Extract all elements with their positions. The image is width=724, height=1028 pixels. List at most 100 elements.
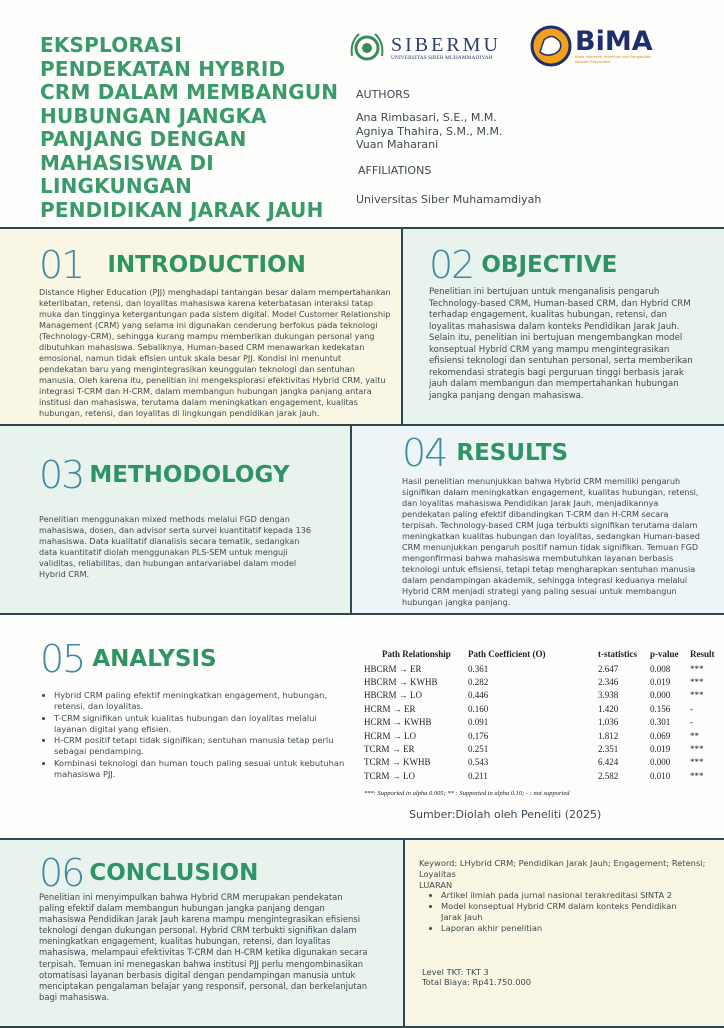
table-row: TCRM → LO 0.211 2.582 0.010 *** [360,769,719,782]
author-name: Vuan Maharani [356,138,439,151]
table-row: HCRM → KWHB 0.091 1.036 0.301 - [360,716,719,729]
table-cell: 0.156 [650,703,671,714]
table-cell: HCRM → ER [364,703,416,714]
table-row: TCRM → ER 0.251 2.351 0.019 *** [360,742,719,755]
table-cell: ** [690,730,699,741]
analysis-bullet: H-CRM positif tetapi tidak signifikan; s… [54,735,350,758]
bima-wordmark: BiMA [575,25,653,57]
section-number: 05 [40,637,86,681]
section-number: 06 [39,851,85,895]
table-cell: 2.647 [598,663,619,674]
table-cell: 1.036 [598,717,619,728]
analysis-bullets: Hybrid CRM paling efektif meningkatkan e… [40,690,350,780]
table-cell: 0.019 [650,744,671,755]
section-title: INTRODUCTION [107,252,306,278]
table-cell: *** [690,677,704,688]
analysis-bullet: Hybrid CRM paling efektif meningkatkan e… [54,690,350,713]
table-cell: TCRM → ER [364,744,415,755]
table-cell: *** [690,770,704,781]
luaran-label: LUARAN [419,879,453,890]
analysis-bullet: T-CRM signifikan untuk kualitas hubungan… [54,713,350,736]
luaran-item: Artikel ilmiah pada jurnal nasional tera… [441,890,689,901]
table-row: HBCRM → ER 0.361 2.647 0.008 *** [360,662,719,675]
table-cell: *** [690,757,704,768]
sibermu-wordmark: SIBERMU [391,34,501,56]
table-cell: 0.211 [468,770,488,781]
affiliations-label: AFFILIATIONS [358,164,432,177]
table-cell: 0.446 [468,690,489,701]
bima-emblem-icon [530,25,572,67]
table-cell: HBCRM → LO [364,690,423,701]
column-header: Path Relationship [382,649,451,659]
results-text: Hasil penelitian menunjukkan bahwa Hybri… [402,476,700,607]
table-row: HBCRM → LO 0.446 3.938 0.000 *** [360,689,719,702]
table-cell: *** [690,690,704,701]
sibermu-logo: SIBERMU UNIVERSITAS SIBER MUHAMMADIYAH [347,28,501,68]
analysis-bullet: Kombinasi teknologi dan human touch pali… [54,758,350,781]
bima-subtitle: Basis Informasi Penelitian dan Pengabdia… [575,54,652,64]
section-title: CONCLUSION [89,860,259,886]
bima-logo: BiMA Basis Informasi Penelitian dan Peng… [530,24,665,68]
table-cell: 0.010 [650,770,671,781]
table-cell: 0.301 [650,717,671,728]
table-cell: 1.420 [598,703,619,714]
muhammadiyah-emblem-icon [350,33,384,61]
keywords: Keyword: LHybrid CRM; Pendidikan Jarak J… [419,858,706,879]
table-header-row: Path Relationship Path Coefficient (O) t… [360,649,719,662]
section-number: 02 [429,243,475,287]
table-cell: - [690,703,693,714]
table-cell: TCRM → KWHB [364,757,431,768]
path-coefficient-table: Path Relationship Path Coefficient (O) t… [360,649,719,783]
authors-label: AUTHORS [356,88,410,101]
table-cell: - [690,717,693,728]
table-cell: 0.251 [468,744,489,755]
table-cell: 0.069 [650,730,671,741]
sibermu-subtitle: UNIVERSITAS SIBER MUHAMMADIYAH [391,55,493,61]
table-cell: 0.000 [650,757,671,768]
luaran-item: Model konseptual Hybrid CRM dalam kontek… [441,901,689,923]
results-section: 04 RESULTS Hasil penelitian menunjukkan b… [350,424,724,615]
section-title: METHODOLOGY [89,462,290,488]
table-row: TCRM → KWHB 0.543 6.424 0.000 *** [360,756,719,769]
table-cell: 0.008 [650,663,671,674]
methodology-section: 03 METHODOLOGY Penelitian menggunakan mix… [0,424,353,615]
section-number: 04 [402,431,448,475]
table-cell: 0.282 [468,677,489,688]
table-source: Sumber:Diolah oleh Peneliti (2025) [409,808,602,821]
introduction-section: 01 INTRODUCTION Distance Higher Education… [0,227,404,427]
author-name: Agniya Thahira, S.M., M.M. [356,124,503,138]
table-cell: HCRM → LO [364,730,417,741]
table-cell: 1.812 [598,730,619,741]
table-note: ***: Supported in alpha 0.005; ** : Supp… [364,789,570,797]
table-cell: *** [690,744,704,755]
conclusion-text: Penelitian ini menyimpulkan bahwa Hybrid… [39,892,368,1002]
objective-section: 02 OBJECTIVE Penelitian ini bertujuan unt… [401,227,724,427]
section-number: 03 [39,453,85,497]
table-cell: 0.543 [468,757,489,768]
luaran-list: Artikel ilmiah pada jurnal nasional tera… [419,890,689,933]
table-cell: 0.176 [468,730,489,741]
luaran-item: Laporan akhir penelitian [441,923,689,934]
author-name: Ana Rimbasari, S.E., M.M. [356,111,497,124]
conclusion-section: 06 CONCLUSION Penelitian ini menyimpulkan… [0,838,406,1028]
table-row: HCRM → LO 0.176 1.812 0.069 ** [360,729,719,742]
table-cell: 2.351 [598,744,619,755]
table-cell: 0.091 [468,717,489,728]
poster-title: EKSPLORASI PENDEKATAN HYBRID CRM DALAM M… [40,33,339,222]
methodology-text: Penelitian menggunakan mixed methods mel… [39,514,312,579]
affiliation-name: Universitas Siber Muhamamdiyah [356,193,542,206]
column-header: Path Coefficient (O) [468,649,546,659]
table-cell: 0.019 [650,677,671,688]
introduction-text: Distance Higher Education (PJJ) menghada… [39,287,391,418]
section-title: ANALYSIS [92,646,217,672]
table-cell: 0.000 [650,690,671,701]
table-cell: *** [690,663,704,674]
column-header: t-statistics [598,649,637,659]
section-number: 01 [39,243,85,287]
path-coefficient-table-figure: Path Relationship Path Coefficient (O) t… [360,649,719,797]
column-header: p-value [650,649,679,659]
table-cell: 0.160 [468,703,489,714]
column-header: Result [690,649,715,659]
table-cell: HBCRM → ER [364,663,422,674]
